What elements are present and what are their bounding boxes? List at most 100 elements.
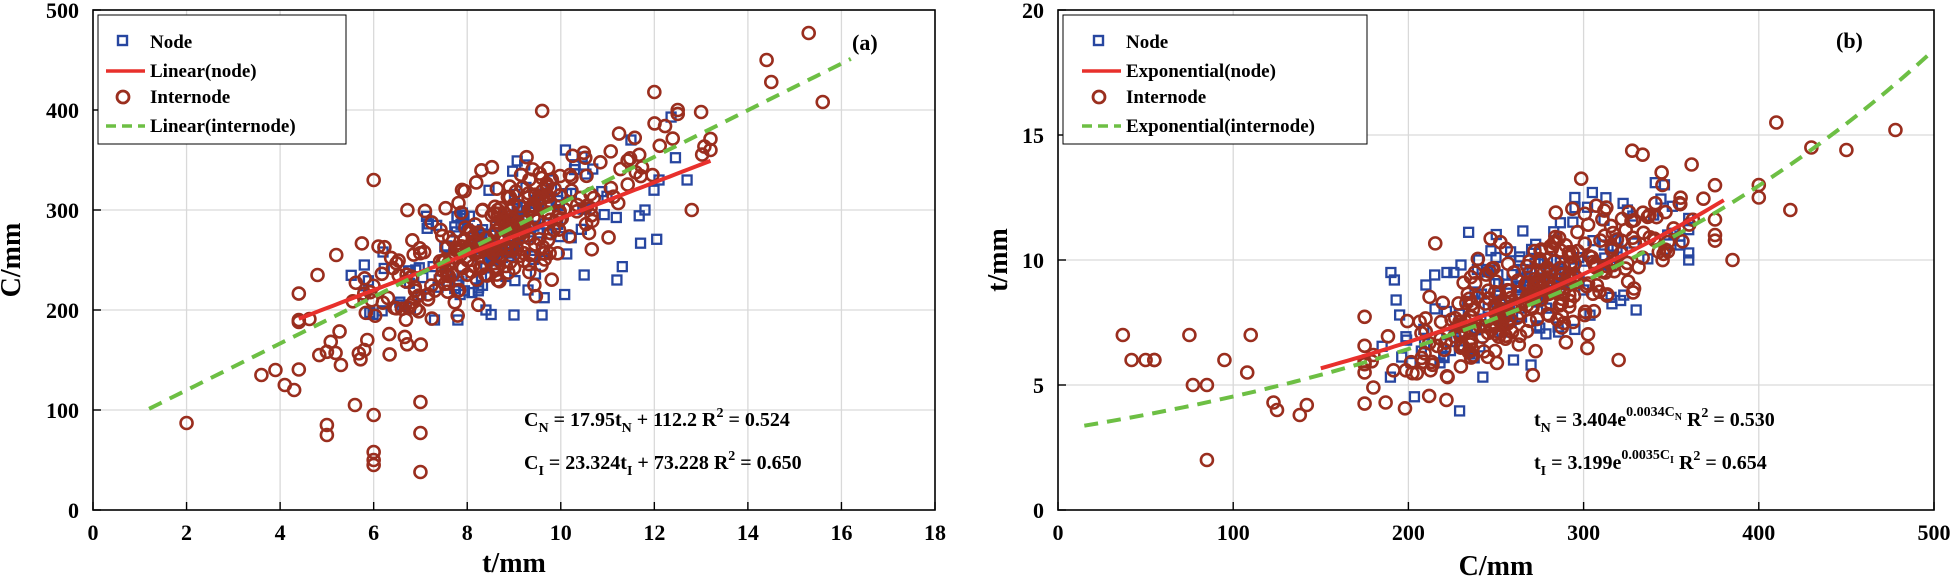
- chart-a-internode-point: [502, 189, 518, 205]
- chart-b-node-point: [1674, 239, 1686, 251]
- chart-b-internode-point: [1357, 338, 1372, 354]
- legend-b-internode: Internode: [1126, 87, 1206, 108]
- chart-b-internode-point: [1635, 147, 1650, 162]
- chart-b-internode-point: [1475, 329, 1490, 345]
- chart-a-internode-point: [547, 181, 562, 197]
- chart-a-internode-point: [354, 236, 370, 251]
- chart-b-panel-label: (b): [1836, 28, 1863, 53]
- chart-b-fit-lines: [1083, 53, 1931, 428]
- chart-a-internode-point: [562, 167, 578, 183]
- chart-b-internode-point: [1243, 327, 1259, 343]
- chart-a-internode-point: [347, 397, 363, 413]
- chart-a-internode-point: [424, 311, 440, 326]
- chart-a-internode-point: [471, 297, 486, 313]
- legend-a-internode-marker: [115, 89, 131, 105]
- chart-b-internode-point: [1405, 365, 1420, 381]
- chart-a-internode-point: [502, 179, 517, 194]
- chart-b-node-point: [1429, 269, 1441, 281]
- chart-a-internode-point: [358, 305, 374, 321]
- chart-a-xtick-label: 10: [550, 520, 572, 545]
- chart-b-internode-point: [1588, 198, 1604, 213]
- chart-b-internode-point: [1550, 312, 1565, 328]
- chart-a-internode-point: [357, 342, 372, 358]
- chart-a-internode-point: [684, 202, 700, 218]
- chart-a-node-point: [358, 259, 370, 271]
- chart-a-internode-point: [374, 266, 390, 282]
- legend-b-exp-internode: Exponential(internode): [1126, 116, 1315, 137]
- chart-a-xlabel: t/mm: [482, 548, 546, 579]
- chart-a-internode-point: [357, 270, 372, 286]
- chart-a-internode-point: [399, 336, 415, 352]
- chart-a-internode-point: [584, 241, 600, 257]
- chart-a-internode-point: [670, 102, 686, 118]
- chart-a-internode-point: [433, 222, 448, 238]
- chart-a-ytick-label: 500: [46, 0, 79, 23]
- chart-b-node-point: [1441, 266, 1453, 279]
- chart-a-node-point: [561, 248, 573, 260]
- chart-b-internode-point: [1217, 352, 1232, 368]
- chart-a-xtick-label: 6: [368, 520, 379, 545]
- chart-b-internode-point: [1626, 281, 1642, 296]
- chart-a-node-point: [639, 204, 651, 216]
- legend-a-internode: Internode: [150, 87, 230, 108]
- legend-b-node-marker: [1092, 34, 1105, 47]
- chart-a-ytick-label: 0: [68, 498, 79, 523]
- chart-a-internode-point: [521, 256, 537, 272]
- chart-a-internode-point: [413, 337, 429, 352]
- chart-a-internode-point: [573, 190, 588, 206]
- chart-b-internode-point: [1436, 342, 1452, 358]
- chart-a-internode-point: [424, 278, 439, 293]
- chart-b-node-point: [1408, 391, 1421, 403]
- chart-a-internode-point: [513, 248, 528, 264]
- chart-a-internode-point: [544, 272, 560, 288]
- chart-b-internode-point: [1199, 377, 1215, 393]
- chart-a-internode-point: [576, 145, 592, 161]
- chart-a-internode-point: [477, 267, 493, 282]
- chart-b-internode-point: [1500, 256, 1516, 272]
- chart-a-internode-point: [611, 126, 627, 141]
- chart-a-xtick-label: 14: [737, 520, 759, 545]
- chart-b-node-point: [1683, 247, 1695, 259]
- chart-b-internode-point: [1498, 241, 1514, 257]
- chart-b-internode-point: [1570, 224, 1585, 240]
- chart-a-internode-point: [531, 232, 547, 247]
- chart-a-node-point: [681, 174, 693, 186]
- chart-a-internode-point: [505, 211, 521, 227]
- chart-b-internode-point: [1595, 211, 1610, 227]
- chart-b-internode-point: [1577, 236, 1593, 251]
- chart-a-internode-point: [323, 334, 339, 350]
- chart-b-equation-node: tN = 3.404e0.0034CN R2 = 0.530: [1534, 405, 1775, 436]
- chart-a-legend: Node Linear(node) Internode Linear(inter…: [97, 14, 347, 145]
- chart-a-internode-point: [332, 324, 347, 339]
- chart-b-node-point: [1477, 371, 1489, 383]
- chart-a-panel-label: (a): [852, 30, 878, 55]
- chart-b-internode-point: [1547, 254, 1562, 269]
- chart-a-xtick-label: 2: [181, 520, 192, 545]
- chart-b-internode-point: [1522, 264, 1538, 279]
- chart-a-xtick-label: 18: [924, 520, 946, 545]
- chart-b-internode-point: [1421, 388, 1437, 404]
- chart-a-internode-point: [391, 253, 406, 268]
- chart-a-node-point: [559, 288, 571, 301]
- chart-b-internode-point: [1138, 352, 1153, 368]
- chart-b-node-point: [1420, 279, 1432, 291]
- chart-b-internode-point: [1696, 191, 1711, 206]
- chart-b-node-point: [1517, 225, 1529, 237]
- chart-b-grid: [1058, 10, 1934, 510]
- legend-b-exp-node: Exponential(node): [1126, 61, 1276, 82]
- chart-b-internode-point: [1147, 352, 1162, 368]
- chart-b-internode-point: [1478, 267, 1494, 282]
- chart-a-ytick-label: 100: [46, 398, 79, 423]
- legend-a-linear-node: Linear(node): [150, 61, 257, 82]
- chart-b-internode-point: [1553, 267, 1569, 282]
- chart-a-internode-point: [328, 247, 344, 263]
- chart-a-internode-point: [584, 208, 599, 223]
- chart-a-internode-point: [534, 103, 550, 119]
- chart-b-node-point: [1390, 294, 1402, 306]
- chart-b-legend: Node Exponential(node) Internode Exponen…: [1062, 14, 1368, 145]
- chart-b-internode-point: [1269, 402, 1285, 418]
- chart-b-node-point: [1554, 217, 1567, 229]
- legend-a-node: Node: [150, 32, 192, 53]
- chart-b-internode-point: [1502, 283, 1517, 298]
